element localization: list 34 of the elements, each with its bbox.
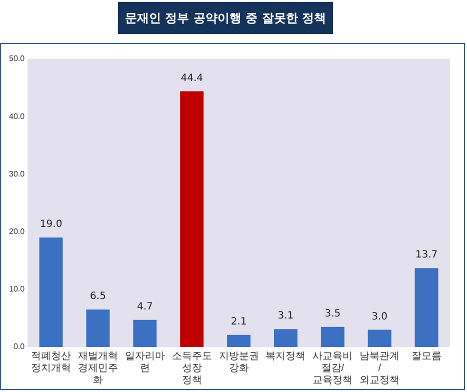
y-tick-label: 30.0 bbox=[8, 169, 26, 178]
y-tick-label: 0.0 bbox=[13, 342, 26, 352]
y-tick-label: 40.0 bbox=[8, 112, 26, 121]
bar bbox=[274, 329, 298, 347]
x-tick-label: 재벌개혁 경제민주화 bbox=[78, 350, 118, 386]
x-tick-label: 사교육비절감/교육정책 bbox=[312, 350, 353, 386]
x-tick-label: 지방분권 강화 bbox=[218, 350, 259, 374]
data-label: 6.5 bbox=[90, 291, 106, 302]
data-label: 44.4 bbox=[180, 72, 203, 84]
bar bbox=[414, 268, 438, 347]
y-tick-label: 20.0 bbox=[8, 227, 26, 236]
data-label: 2.1 bbox=[230, 316, 247, 328]
x-tick-label: 복지정책 bbox=[266, 350, 306, 362]
bar bbox=[180, 91, 204, 347]
x-tick-label: 소득주도성장 정책 bbox=[172, 350, 212, 386]
data-label: 3.0 bbox=[372, 311, 388, 322]
x-tick-label: 잘모름 bbox=[412, 350, 442, 362]
data-label: 13.7 bbox=[415, 250, 438, 261]
bar bbox=[133, 320, 157, 347]
data-label: 3.1 bbox=[278, 310, 294, 322]
y-tick-label: 10.0 bbox=[8, 284, 26, 294]
x-tick-label: 적폐청산 정치개혁 bbox=[31, 350, 72, 374]
data-label: 4.7 bbox=[136, 302, 153, 313]
bar bbox=[39, 238, 63, 347]
bar bbox=[368, 330, 392, 347]
y-tick-label: 50.0 bbox=[8, 54, 26, 64]
x-tick-label: 일자리마련 bbox=[124, 350, 165, 374]
data-label: 3.5 bbox=[324, 308, 341, 320]
bar bbox=[86, 310, 110, 347]
bar bbox=[227, 334, 251, 347]
chart-title: 문재인 정부 공약이행 중 잘못한 정책 bbox=[118, 2, 333, 34]
x-tick-label: 남북관계/외교정책 bbox=[360, 350, 400, 386]
data-label: 19.0 bbox=[40, 219, 62, 230]
bar bbox=[320, 326, 344, 347]
